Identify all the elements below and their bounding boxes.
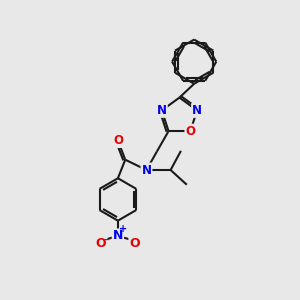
Text: O: O (129, 237, 140, 250)
Text: N: N (113, 230, 123, 242)
Text: O: O (185, 124, 195, 138)
Text: O: O (113, 134, 123, 147)
Text: +: + (119, 224, 127, 235)
Text: O: O (96, 237, 106, 250)
Text: −: − (102, 235, 110, 244)
Text: N: N (157, 104, 167, 117)
Text: N: N (142, 164, 152, 176)
Text: N: N (192, 104, 202, 117)
